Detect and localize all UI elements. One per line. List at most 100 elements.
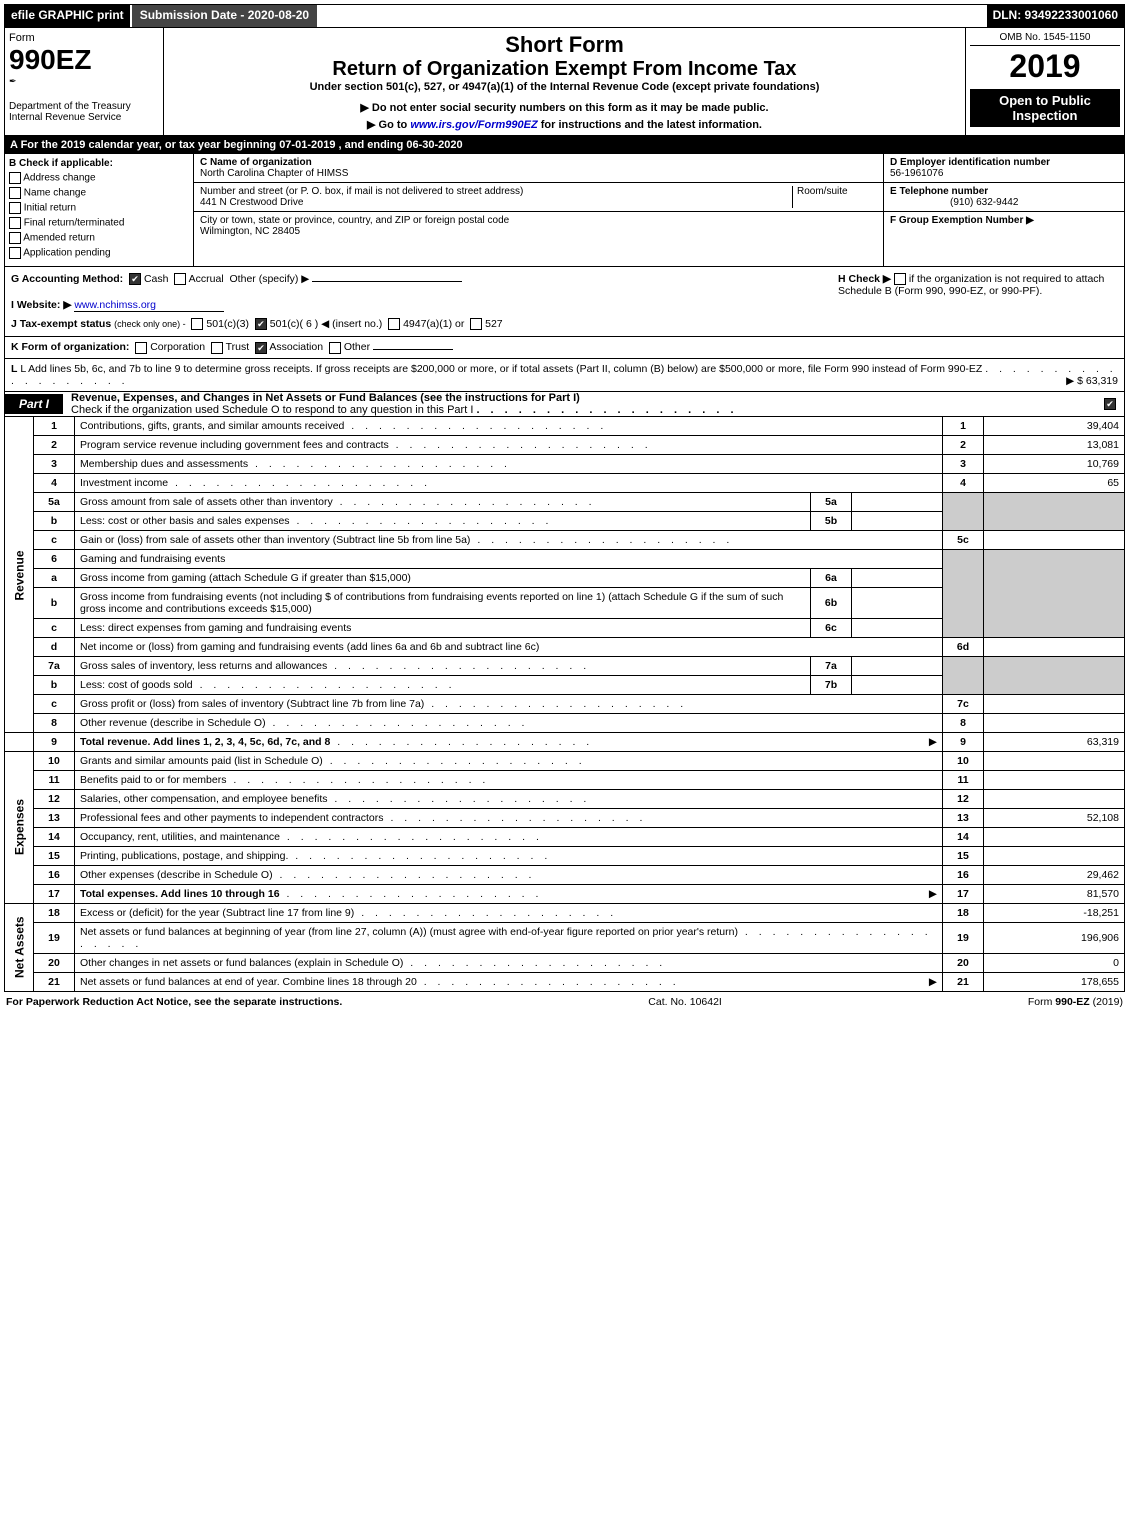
- netassets-label: Net Assets: [5, 903, 34, 991]
- room-label: Room/suite: [797, 186, 848, 197]
- line-val: 65: [984, 473, 1125, 492]
- line-ref: 1: [943, 417, 984, 436]
- line-val: 10,769: [984, 454, 1125, 473]
- under-section: Under section 501(c), 527, or 4947(a)(1)…: [168, 81, 961, 93]
- g-other-field[interactable]: [312, 281, 462, 282]
- line-num: 7a: [34, 656, 75, 675]
- line-ref: 20: [943, 953, 984, 972]
- line-desc: Gross income from gaming (attach Schedul…: [80, 572, 411, 584]
- line-subval: [852, 656, 943, 675]
- line-desc: Benefits paid to or for members: [80, 774, 226, 786]
- check-other[interactable]: [329, 342, 341, 354]
- table-row: c Gross profit or (loss) from sales of i…: [5, 694, 1125, 713]
- check-527[interactable]: [470, 318, 482, 330]
- table-row: 20 Other changes in net assets or fund b…: [5, 953, 1125, 972]
- f-label: F Group Exemption Number ▶: [890, 215, 1034, 226]
- line-desc: Investment income: [80, 477, 168, 489]
- j-opt3: 527: [485, 318, 503, 330]
- table-row: 2 Program service revenue including gove…: [5, 435, 1125, 454]
- k-other-field[interactable]: [373, 349, 453, 350]
- line-desc: Gain or (loss) from sale of assets other…: [80, 534, 470, 546]
- grey-cell: [984, 656, 1125, 694]
- line-desc: Total revenue. Add lines 1, 2, 3, 4, 5c,…: [80, 736, 330, 748]
- check-501c3[interactable]: [191, 318, 203, 330]
- opt-final: Final return/terminated: [24, 218, 125, 229]
- check-part1-o[interactable]: ✔: [1104, 398, 1116, 410]
- form-word: Form: [9, 32, 159, 44]
- check-address[interactable]: [9, 172, 21, 184]
- k-label: K Form of organization:: [11, 341, 129, 353]
- check-amended[interactable]: [9, 232, 21, 244]
- line-val: 39,404: [984, 417, 1125, 436]
- part1-header: Part I Revenue, Expenses, and Changes in…: [4, 392, 1125, 417]
- table-row: d Net income or (loss) from gaming and f…: [5, 637, 1125, 656]
- info-grid: B Check if applicable: Address change Na…: [4, 154, 1125, 267]
- grey-cell: [943, 656, 984, 694]
- table-row: 6 Gaming and fundraising events: [5, 549, 1125, 568]
- check-accrual[interactable]: [174, 273, 186, 285]
- check-pending[interactable]: [9, 247, 21, 259]
- line-num: d: [34, 637, 75, 656]
- efile-label[interactable]: efile GRAPHIC print: [5, 5, 130, 27]
- line-desc: Salaries, other compensation, and employ…: [80, 793, 327, 805]
- short-form-title: Short Form: [168, 32, 961, 58]
- opt-name: Name change: [24, 188, 86, 199]
- grey-cell: [984, 549, 1125, 637]
- check-trust[interactable]: [211, 342, 223, 354]
- k-opt2: Association: [269, 341, 323, 353]
- ein-value: 56-1961076: [890, 168, 943, 179]
- check-assoc[interactable]: ✔: [255, 342, 267, 354]
- submission-date: Submission Date - 2020-08-20: [130, 5, 317, 27]
- check-final[interactable]: [9, 217, 21, 229]
- arrow-icon: ▶: [929, 976, 937, 988]
- check-501c[interactable]: ✔: [255, 318, 267, 330]
- line-num: 11: [34, 770, 75, 789]
- section-c: C Name of organization North Carolina Ch…: [194, 154, 884, 266]
- line-desc: Net income or (loss) from gaming and fun…: [80, 641, 539, 653]
- form-header: Form 990EZ ✒ Department of the Treasury …: [4, 28, 1125, 136]
- c-label: C Name of organization: [200, 157, 312, 168]
- check-cash[interactable]: ✔: [129, 273, 141, 285]
- line-desc: Professional fees and other payments to …: [80, 812, 384, 824]
- website-link[interactable]: www.nchimss.org: [74, 299, 224, 312]
- footer: For Paperwork Reduction Act Notice, see …: [4, 992, 1125, 1012]
- spacer: [317, 5, 986, 27]
- row-i: I Website: ▶ www.nchimss.org: [11, 299, 1118, 312]
- return-title: Return of Organization Exempt From Incom…: [168, 58, 961, 81]
- l-arrow: ▶ $ 63,319: [1066, 375, 1118, 387]
- spacer-cell: [5, 732, 34, 751]
- line-desc: Membership dues and assessments: [80, 458, 248, 470]
- j-opt1: 501(c)( 6 ) ◀ (insert no.): [270, 318, 383, 330]
- check-h[interactable]: [894, 273, 906, 285]
- line-sub: 7b: [811, 675, 852, 694]
- irs-link[interactable]: www.irs.gov/Form990EZ: [410, 119, 537, 131]
- line-num: 16: [34, 865, 75, 884]
- city-label: City or town, state or province, country…: [200, 215, 509, 226]
- street-label: Number and street (or P. O. box, if mail…: [200, 186, 523, 197]
- line-sub: 6a: [811, 568, 852, 587]
- section-b-label: B Check if applicable:: [9, 158, 189, 169]
- line-subval: [852, 675, 943, 694]
- line-ref: 4: [943, 473, 984, 492]
- check-corp[interactable]: [135, 342, 147, 354]
- expenses-label: Expenses: [5, 751, 34, 903]
- check-name[interactable]: [9, 187, 21, 199]
- period-bar: A For the 2019 calendar year, or tax yea…: [4, 136, 1125, 154]
- row-j: J Tax-exempt status (check only one) - 5…: [11, 318, 1118, 330]
- line-ref: 6d: [943, 637, 984, 656]
- g-accrual: Accrual: [189, 273, 224, 285]
- line-num: c: [34, 530, 75, 549]
- line-num: 18: [34, 903, 75, 922]
- grey-cell: [984, 492, 1125, 530]
- opt-initial: Initial return: [24, 203, 76, 214]
- j-label: J Tax-exempt status: [11, 318, 111, 330]
- part1-label: Part I: [5, 394, 63, 414]
- k-opt3: Other: [344, 341, 370, 353]
- check-initial[interactable]: [9, 202, 21, 214]
- line-num: 10: [34, 751, 75, 770]
- line-desc: Contributions, gifts, grants, and simila…: [80, 420, 344, 432]
- line-desc: Net assets or fund balances at end of ye…: [80, 976, 417, 988]
- line-subval: [852, 511, 943, 530]
- check-4947[interactable]: [388, 318, 400, 330]
- line-ref: 3: [943, 454, 984, 473]
